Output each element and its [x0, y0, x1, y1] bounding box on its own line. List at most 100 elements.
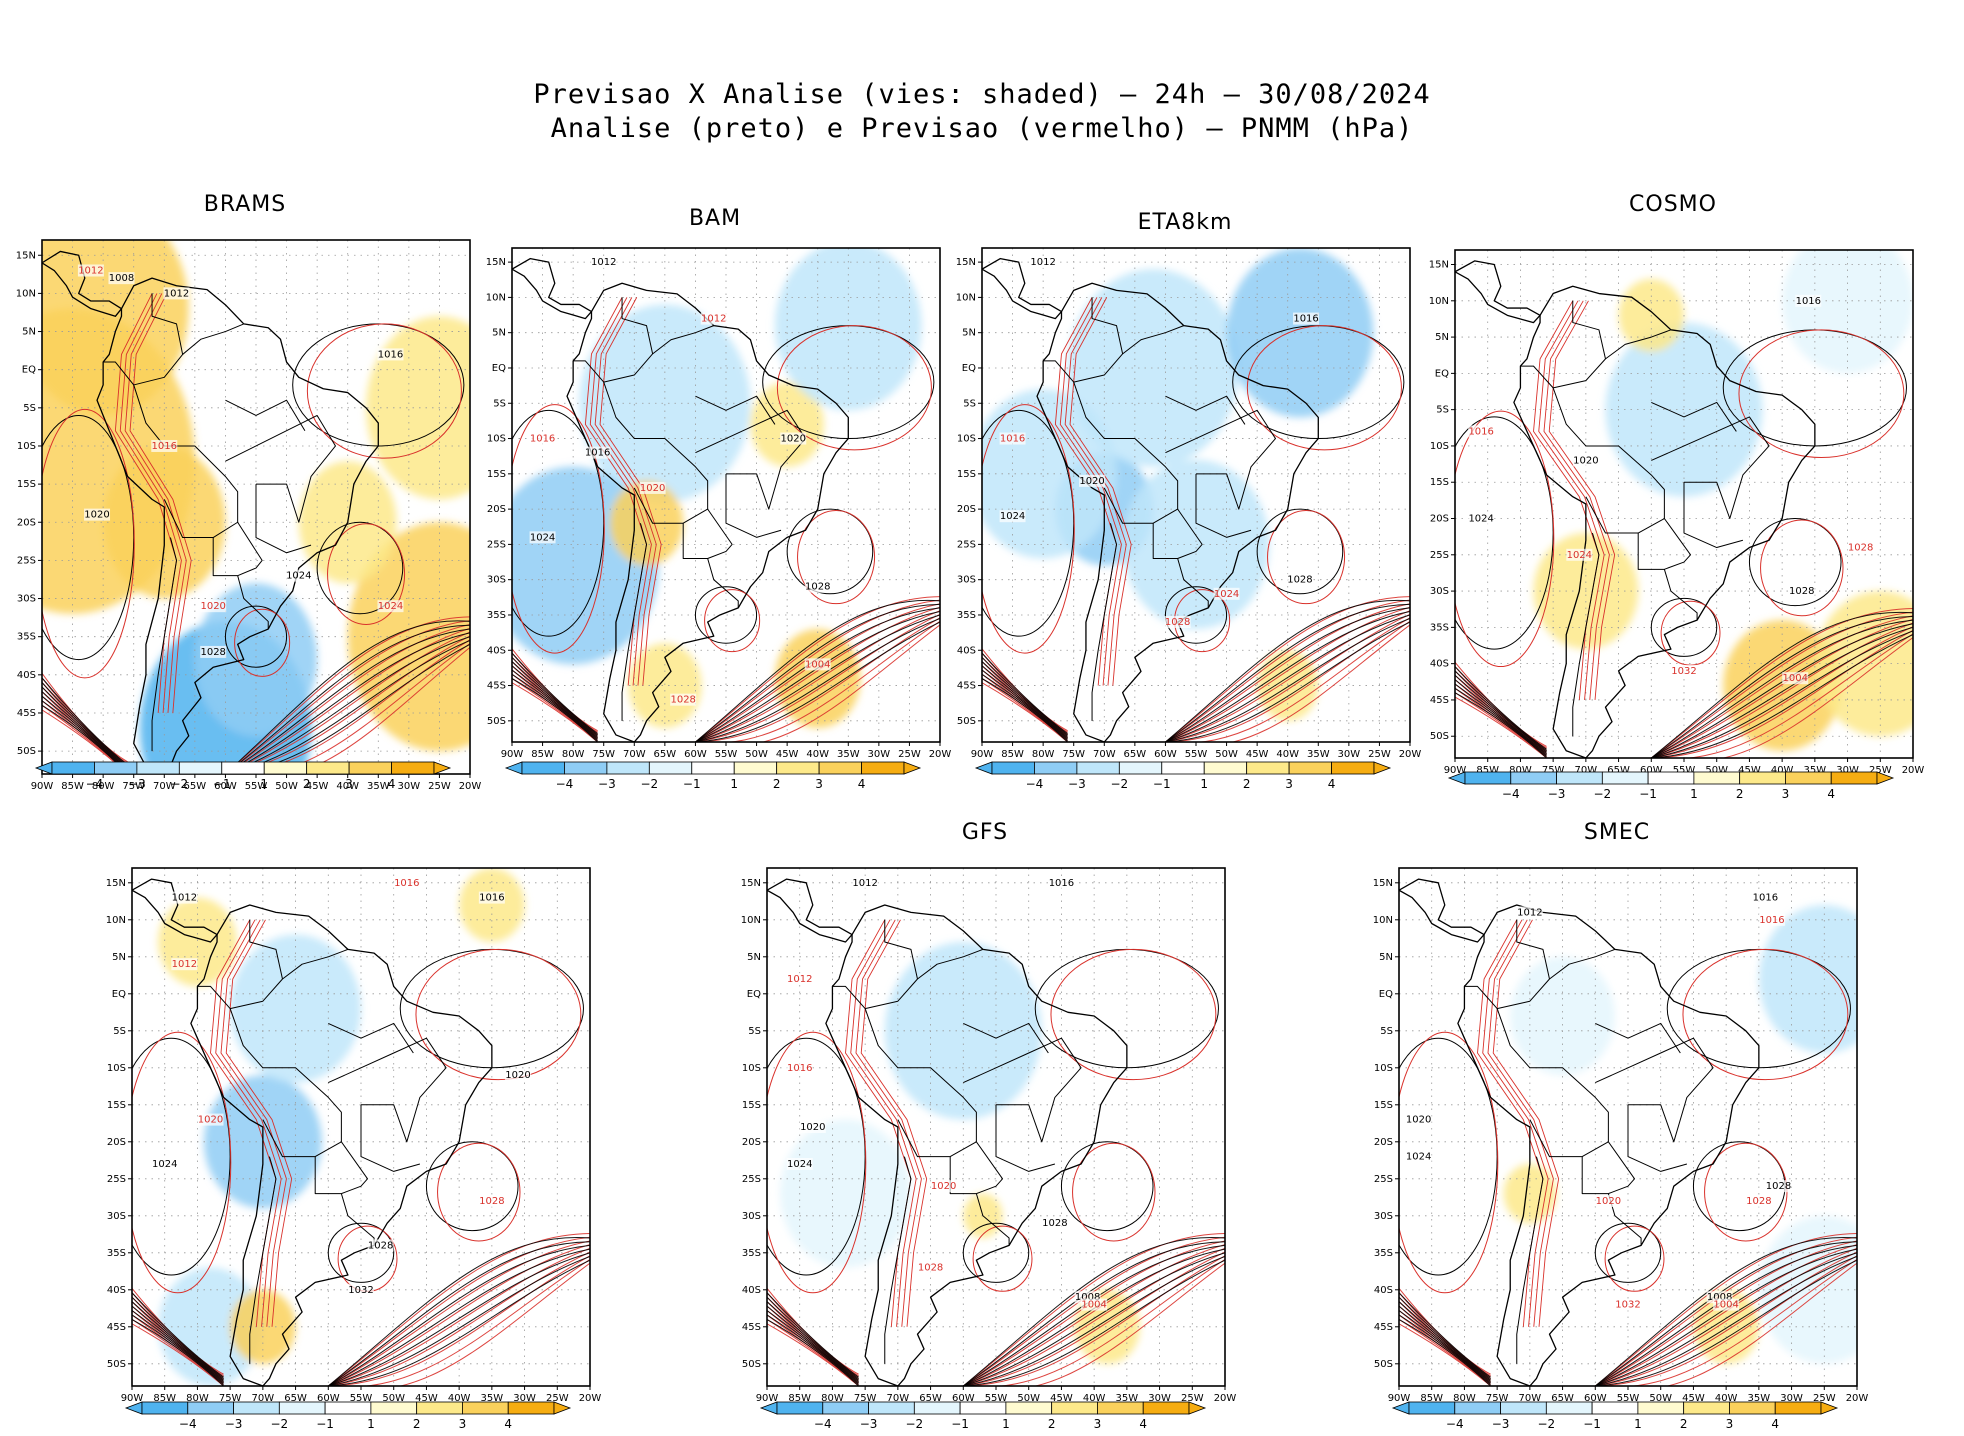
lon-tick-label: 60W	[952, 1393, 975, 1404]
lat-tick-label: 30S	[1430, 586, 1449, 597]
isobar-line	[1651, 629, 1913, 758]
lon-tick-label: 55W	[1673, 765, 1696, 776]
colorbar-label: −2	[1593, 787, 1611, 801]
contour-label-bg	[529, 531, 556, 544]
isobar-ring	[1246, 325, 1402, 451]
lon-tick-label: 90W	[121, 1393, 144, 1404]
isobar-ring	[327, 1222, 395, 1283]
contour-label-bg	[1405, 1150, 1432, 1163]
lat-tick-label: 30S	[17, 594, 36, 605]
isobar-line	[1455, 674, 1547, 753]
lat-tick-label: 15S	[1374, 1100, 1393, 1111]
isobar-line	[328, 1244, 590, 1386]
contour-label-bg	[786, 1061, 813, 1074]
isobar-line	[132, 1301, 224, 1381]
isobar-line	[225, 620, 470, 774]
isobar-ring	[132, 1031, 232, 1294]
isobar-ring	[704, 589, 761, 653]
lat-tick-label: 20S	[487, 504, 506, 515]
colorbar-swatch	[1774, 1401, 1822, 1415]
andes-line	[1064, 297, 1127, 686]
colorbar-arrow-left	[504, 761, 523, 775]
isobar-ring	[767, 1037, 866, 1276]
lon-tick-label: 40W	[448, 1393, 471, 1404]
lat-tick-label: 25S	[1374, 1174, 1393, 1185]
isobar-line	[982, 656, 1068, 736]
isobar-line	[42, 686, 128, 769]
lat-tick-label: 5S	[113, 1026, 126, 1037]
contour-label-bg	[780, 432, 807, 445]
colorbar-arrow-left	[124, 1401, 143, 1415]
isobar-line	[1651, 623, 1913, 758]
analysis-label: 1008	[1075, 1292, 1100, 1303]
isobar-ring	[982, 409, 1075, 637]
isobar-line	[225, 628, 470, 774]
colorbar-swatch	[1005, 1401, 1053, 1415]
isobar-line	[1651, 615, 1913, 758]
lat-tick-label: 35S	[1430, 622, 1449, 633]
colorbar-arrow-left	[759, 1401, 778, 1415]
map-content: 1012 1016 1020 1024 1028 1016 1024 1028	[982, 248, 1410, 742]
lon-tick-label: 60W	[1640, 765, 1663, 776]
lat-tick-label: 20S	[1430, 514, 1449, 525]
lon-tick-label: 85W	[1001, 749, 1024, 760]
lat-tick-label: 10N	[1429, 296, 1449, 307]
isobar-line	[1595, 1247, 1857, 1386]
lat-tick-label: 5S	[493, 398, 506, 409]
analysis-label: 1028	[1042, 1218, 1067, 1229]
forecast-label: 1004	[805, 659, 830, 670]
figure-title: Previsao X Analise (vies: shaded) — 24h …	[0, 78, 1964, 146]
lon-tick-label: 70W	[1519, 1393, 1542, 1404]
panel-smec: SMEC 1012 1016 1020 1024 1028 1008 1016 1020 103…	[1357, 820, 1877, 1436]
isobar-line	[132, 1296, 224, 1379]
contour-label-bg	[393, 876, 420, 889]
contour-label-bg	[917, 1261, 944, 1274]
country-border	[573, 360, 605, 383]
colorbar-swatch	[1693, 771, 1741, 785]
forecast-label: 1028	[479, 1196, 504, 1207]
lon-tick-label: 80W	[1509, 765, 1532, 776]
forecast-label: 1016	[1000, 434, 1025, 445]
isobar-line	[132, 1323, 224, 1386]
country-border	[1165, 409, 1276, 510]
lon-tick-label: 25W	[1813, 1393, 1836, 1404]
lon-tick-label: 25W	[428, 781, 451, 792]
isobar-line	[1165, 596, 1410, 742]
colorbar-label: 4	[1827, 787, 1835, 801]
map-content: 1008 1012 1016 1020 1024 1028 1012 1016 1020 1024	[42, 240, 470, 774]
country-border	[1177, 558, 1209, 608]
country-border	[1637, 518, 1692, 570]
country-border	[151, 537, 178, 752]
colorbar-label: −4	[556, 777, 574, 791]
andes-line	[220, 919, 287, 1327]
colorbar-swatch	[1097, 1401, 1144, 1415]
colorbar-label: 3	[459, 1417, 467, 1431]
andes-line	[119, 293, 182, 714]
colorbar-arrow-right	[1820, 1401, 1839, 1415]
colorbar-swatch	[1637, 1401, 1685, 1415]
contour-label-bg	[590, 256, 617, 269]
colorbar-swatch	[263, 761, 308, 775]
panel-title: ETA8km	[1137, 210, 1233, 235]
isobars	[132, 948, 590, 1386]
isobar-line	[328, 1240, 590, 1386]
colorbar-unnamed: −4 −3 −2 −1 1 2 3 4	[124, 1401, 572, 1431]
isobar-line	[695, 624, 940, 742]
bias-patch	[628, 643, 702, 728]
coastline	[982, 257, 1063, 320]
lat-tick-label: 15S	[107, 1100, 126, 1111]
isobar-line	[695, 596, 940, 742]
country-border	[1595, 1022, 1681, 1054]
contour-label-bg	[1079, 474, 1106, 487]
forecast-label: 1028	[1165, 617, 1190, 628]
lat-tick-label: 20S	[1374, 1137, 1393, 1148]
isobars	[1399, 948, 1857, 1386]
panel-gfs: GFS 1012 1016 1020 1024 1028 1008 1012 1016 1020…	[725, 820, 1245, 1436]
colorbar-swatch	[51, 761, 95, 775]
lat-tick-label: 35S	[1374, 1248, 1393, 1259]
isobar-line	[132, 1305, 224, 1382]
lon-tick-label: 75W	[1062, 749, 1085, 760]
lon-tick-label: 25W	[1181, 1393, 1204, 1404]
contour-label-bg	[930, 1180, 957, 1193]
coastline	[132, 878, 218, 943]
